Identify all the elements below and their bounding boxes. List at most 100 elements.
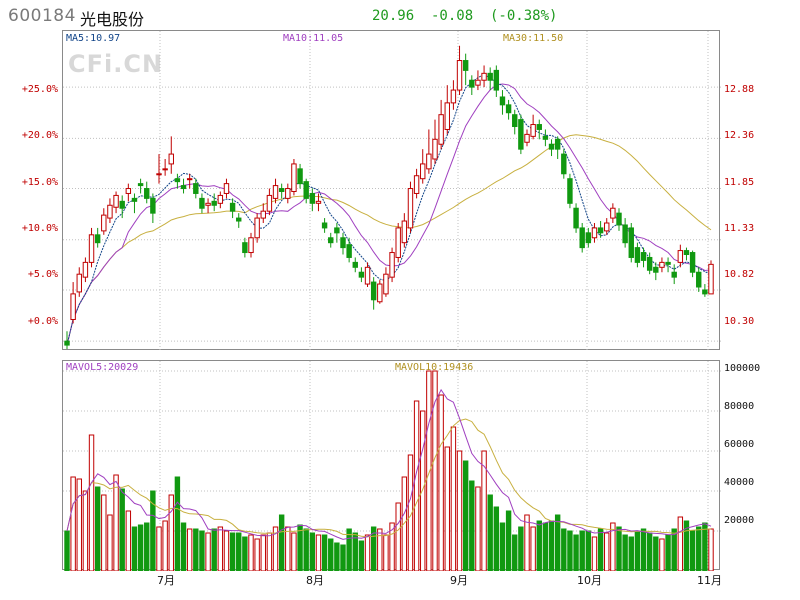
volume-bar bbox=[420, 410, 426, 571]
candle-body bbox=[168, 153, 174, 165]
candle-body bbox=[708, 263, 714, 295]
volume-bar bbox=[254, 538, 260, 571]
candle-body bbox=[475, 79, 481, 86]
candle-body bbox=[628, 227, 634, 258]
volume-chart-panel[interactable] bbox=[62, 360, 721, 571]
volume-bar bbox=[646, 532, 653, 571]
month-label: 7月 bbox=[157, 574, 175, 587]
volume-bar bbox=[481, 450, 487, 571]
volume-bar bbox=[217, 526, 224, 571]
candle-body bbox=[107, 204, 113, 219]
volume-bar bbox=[573, 534, 579, 571]
volume-bar bbox=[64, 530, 70, 571]
month-label: 10月 bbox=[577, 574, 602, 587]
volume-bar bbox=[542, 522, 549, 571]
price-chart-panel[interactable] bbox=[62, 30, 721, 351]
candle-body bbox=[156, 173, 162, 176]
volume-bar bbox=[82, 490, 89, 571]
mavol5-label: MAVOL5:20029 bbox=[66, 362, 139, 373]
volume-bar bbox=[205, 532, 211, 571]
volume-bar bbox=[395, 502, 401, 571]
candle-body bbox=[696, 271, 702, 288]
right-tick: 11.33 bbox=[724, 223, 755, 234]
candle-body bbox=[370, 281, 377, 301]
volume-bar bbox=[180, 522, 187, 571]
candle-body bbox=[665, 261, 671, 265]
candle-body bbox=[640, 252, 647, 261]
right-tick: 10.82 bbox=[724, 269, 755, 280]
volume-bar bbox=[242, 536, 248, 571]
ma5-line bbox=[66, 73, 712, 346]
candle-body bbox=[671, 271, 677, 278]
volume-bar bbox=[591, 536, 598, 571]
candle-body bbox=[432, 138, 438, 160]
volume-bar bbox=[426, 370, 432, 571]
volume-bar bbox=[493, 506, 500, 571]
volume-bar bbox=[156, 526, 162, 571]
volume-bar bbox=[321, 534, 328, 571]
volume-bar bbox=[340, 544, 346, 571]
candle-body bbox=[82, 261, 89, 278]
volume-chart-svg bbox=[63, 361, 721, 571]
candle-body bbox=[622, 224, 628, 244]
right-tick: 12.36 bbox=[724, 130, 755, 141]
candle-body bbox=[144, 188, 150, 199]
candle-body bbox=[174, 178, 181, 183]
left-tick: +20.0% bbox=[21, 130, 58, 141]
right-tick: 10.30 bbox=[724, 316, 755, 327]
month-label: 8月 bbox=[306, 574, 324, 587]
volume-bar bbox=[702, 522, 708, 571]
volume-bar bbox=[653, 536, 659, 571]
volume-tick: 60000 bbox=[724, 439, 755, 450]
candle-body bbox=[456, 60, 463, 91]
volume-bar bbox=[567, 530, 573, 571]
candle-body bbox=[340, 237, 346, 249]
volume-bar bbox=[640, 528, 647, 571]
candle-body bbox=[248, 237, 254, 254]
candle-body bbox=[94, 234, 101, 244]
candle-body bbox=[260, 210, 266, 219]
volume-bar bbox=[76, 478, 82, 571]
candle-body bbox=[653, 266, 659, 273]
candle-body bbox=[683, 250, 690, 256]
volume-bar bbox=[131, 526, 138, 571]
candle-body bbox=[303, 181, 309, 199]
price-chart-svg bbox=[63, 31, 721, 351]
candle-body bbox=[180, 185, 187, 190]
month-label: 11月 bbox=[697, 574, 722, 587]
ma30-label: MA30:11.50 bbox=[503, 33, 564, 44]
volume-bar bbox=[444, 446, 450, 571]
candle-body bbox=[272, 185, 279, 199]
right-tick: 12.88 bbox=[724, 84, 755, 95]
volume-bar bbox=[683, 520, 690, 571]
volume-bar bbox=[70, 476, 76, 571]
candle-body bbox=[518, 119, 524, 150]
volume-bar bbox=[193, 528, 199, 571]
volume-bar bbox=[383, 534, 389, 571]
volume-bar bbox=[352, 532, 358, 571]
volume-bar bbox=[278, 514, 285, 571]
candle-body bbox=[579, 227, 585, 249]
volume-bar bbox=[407, 454, 414, 571]
volume-bar bbox=[303, 528, 309, 571]
volume-bar bbox=[88, 434, 95, 571]
candle-body bbox=[512, 114, 518, 128]
candle-body bbox=[76, 273, 82, 293]
candle-body bbox=[223, 183, 230, 194]
volume-bar bbox=[579, 530, 585, 571]
volume-bar bbox=[622, 534, 628, 571]
volume-bar bbox=[315, 534, 322, 571]
candle-body bbox=[407, 188, 414, 229]
volume-bar bbox=[554, 514, 561, 571]
volume-bar bbox=[610, 522, 616, 571]
stock-header: 600184 光电股份 20.96 -0.08 (-0.38%) bbox=[0, 0, 800, 30]
candle-body bbox=[352, 261, 358, 268]
volume-bar bbox=[358, 540, 365, 571]
volume-bar bbox=[150, 490, 156, 571]
ma10-line bbox=[66, 83, 712, 346]
volume-bar bbox=[628, 536, 634, 571]
volume-bar bbox=[462, 460, 469, 571]
candle-body bbox=[677, 250, 684, 263]
volume-bar bbox=[174, 476, 181, 571]
volume-bar bbox=[236, 532, 242, 571]
